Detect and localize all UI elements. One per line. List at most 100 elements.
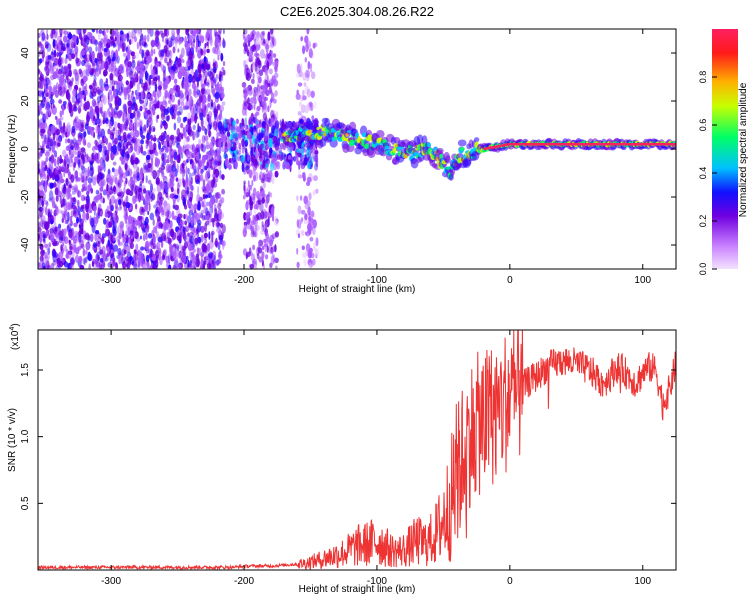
heatmap-cell xyxy=(95,125,99,134)
heatmap-cell xyxy=(203,155,206,163)
heatmap-cell xyxy=(301,105,305,112)
heatmap-cell xyxy=(163,80,168,90)
heatmap-cell xyxy=(264,43,270,50)
heatmap-cell xyxy=(63,261,69,268)
heatmap-cell xyxy=(256,252,260,260)
heatmap-cell xyxy=(177,57,182,68)
heatmap-cell xyxy=(304,104,309,114)
heatmap-cell xyxy=(57,142,61,147)
spectrogram-x-tick-label: -200 xyxy=(234,275,254,286)
heatmap-cell xyxy=(191,158,194,169)
heatmap-cell xyxy=(117,43,121,52)
heatmap-cell xyxy=(104,35,108,41)
heatmap-cell xyxy=(143,41,147,47)
heatmap-cell xyxy=(108,84,112,89)
heatmap-cell xyxy=(125,67,130,76)
heatmap-cell xyxy=(131,54,136,60)
heatmap-cell xyxy=(159,148,164,155)
heatmap-cell xyxy=(254,264,257,269)
heatmap-cell xyxy=(315,237,319,247)
heatmap-cell xyxy=(181,47,185,58)
heatmap-cell xyxy=(255,123,260,128)
heatmap-cell xyxy=(77,137,82,146)
heatmap-cell xyxy=(51,105,57,116)
heatmap-cell xyxy=(180,122,184,129)
heatmap-cell xyxy=(88,263,91,269)
heatmap-cell xyxy=(376,130,385,139)
heatmap-cell xyxy=(270,117,275,127)
heatmap-cell xyxy=(178,99,181,106)
heatmap-cell xyxy=(271,75,275,84)
heatmap-cell xyxy=(135,190,138,199)
heatmap-cell xyxy=(140,144,144,154)
heatmap-cell xyxy=(207,242,211,252)
heatmap-cell xyxy=(80,222,84,233)
heatmap-cell xyxy=(214,208,218,219)
heatmap-cell xyxy=(266,143,269,151)
heatmap-cell xyxy=(82,139,86,144)
heatmap-cell xyxy=(136,41,139,50)
heatmap-cell xyxy=(125,177,128,185)
heatmap-cell xyxy=(49,169,52,176)
heatmap-cell xyxy=(268,138,273,148)
heatmap-cell xyxy=(187,125,192,135)
heatmap-cell xyxy=(54,115,58,120)
heatmap-cell xyxy=(220,79,223,86)
heatmap-cell xyxy=(131,29,136,39)
heatmap-cell xyxy=(72,196,76,203)
heatmap-cell xyxy=(153,60,158,67)
heatmap-cell xyxy=(265,116,268,126)
heatmap-cell xyxy=(169,87,174,95)
heatmap-cell xyxy=(104,61,109,71)
heatmap-cell xyxy=(90,217,95,228)
heatmap-cell xyxy=(249,202,253,211)
heatmap-cell xyxy=(132,96,136,106)
heatmap-cell xyxy=(170,37,175,47)
heatmap-cell xyxy=(125,33,129,39)
heatmap-cell xyxy=(115,205,119,215)
heatmap-cell xyxy=(218,212,222,222)
heatmap-cell xyxy=(144,97,148,104)
heatmap-cell xyxy=(109,121,113,130)
heatmap-cell xyxy=(138,146,141,154)
heatmap-cell xyxy=(167,154,170,161)
heatmap-cell xyxy=(122,201,126,207)
heatmap-cell xyxy=(52,71,58,79)
heatmap-cell xyxy=(130,51,136,57)
heatmap-cell xyxy=(303,195,309,205)
heatmap-cell xyxy=(71,158,73,164)
heatmap-cell xyxy=(232,133,238,140)
heatmap-cell xyxy=(296,219,299,228)
heatmap-cell xyxy=(60,164,66,171)
heatmap-cell xyxy=(268,117,271,124)
heatmap-cell xyxy=(38,237,43,243)
heatmap-cell xyxy=(120,124,124,135)
heatmap-cell xyxy=(184,35,187,45)
heatmap-cell xyxy=(53,57,58,64)
heatmap-cell xyxy=(139,48,143,55)
heatmap-cell xyxy=(83,179,87,188)
heatmap-cell xyxy=(232,142,237,151)
heatmap-cell xyxy=(171,66,175,71)
heatmap-cell xyxy=(49,138,54,147)
heatmap-cell xyxy=(143,43,149,48)
spectrogram-x-tick-label: -300 xyxy=(101,275,121,286)
heatmap-cell xyxy=(49,219,54,225)
heatmap-cell xyxy=(163,70,166,79)
heatmap-cell xyxy=(78,32,82,40)
heatmap-cell xyxy=(302,172,306,181)
heatmap-cell xyxy=(150,40,156,48)
heatmap-cell xyxy=(120,140,124,149)
heatmap-cell xyxy=(251,78,255,85)
heatmap-cell xyxy=(175,177,179,182)
heatmap-cell xyxy=(220,52,224,62)
heatmap-cell xyxy=(182,180,186,188)
heatmap-cell xyxy=(90,187,94,194)
heatmap-cell xyxy=(110,94,114,102)
heatmap-cell xyxy=(101,93,105,104)
heatmap-cell xyxy=(219,88,225,94)
heatmap-cell xyxy=(277,154,281,160)
heatmap-cell xyxy=(125,244,131,253)
heatmap-cell xyxy=(71,125,76,134)
heatmap-cell xyxy=(121,149,126,158)
